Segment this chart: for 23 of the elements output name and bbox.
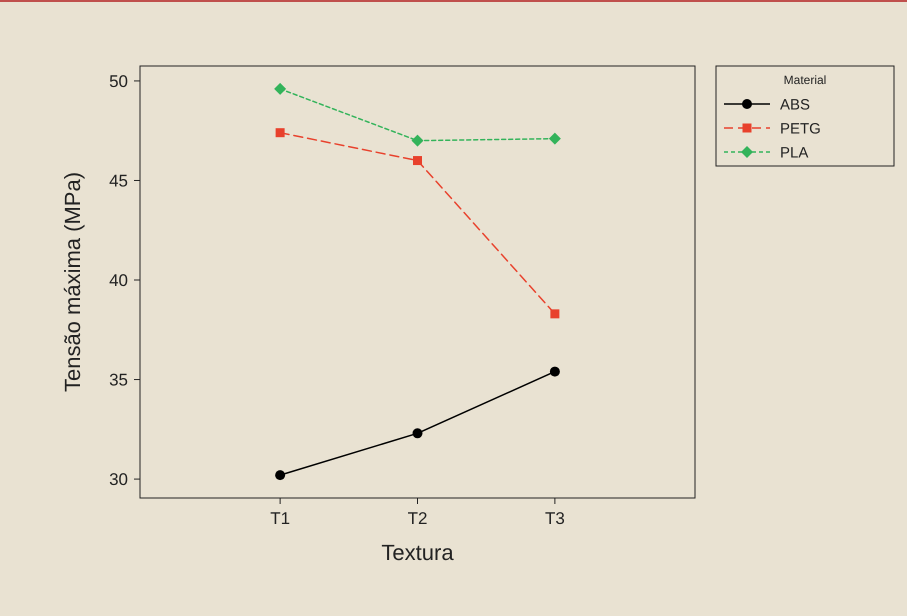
point — [412, 134, 424, 147]
legend-label: PETG — [780, 120, 821, 138]
x-tick-label: T1 — [270, 509, 290, 528]
y-axis-title: Tensão máxima (MPa) — [60, 172, 85, 392]
y-tick-label: 30 — [109, 470, 128, 490]
point — [412, 428, 422, 438]
y-tick-label: 50 — [109, 72, 128, 91]
legend-label: ABS — [780, 96, 810, 114]
x-tick-label: T2 — [408, 509, 428, 528]
legend-title: Material — [784, 73, 826, 87]
y-tick-label: 35 — [109, 370, 128, 390]
point — [274, 82, 286, 95]
point — [275, 470, 286, 480]
point — [548, 132, 561, 145]
point — [550, 366, 560, 377]
legend-label: PLA — [780, 144, 808, 162]
x-tick-label: T3 — [544, 509, 565, 528]
y-tick-label: 40 — [109, 270, 128, 290]
point — [550, 309, 560, 318]
x-axis-title: Textura — [381, 540, 454, 565]
point — [413, 156, 422, 166]
y-tick-label: 45 — [109, 171, 128, 190]
point — [276, 128, 285, 138]
